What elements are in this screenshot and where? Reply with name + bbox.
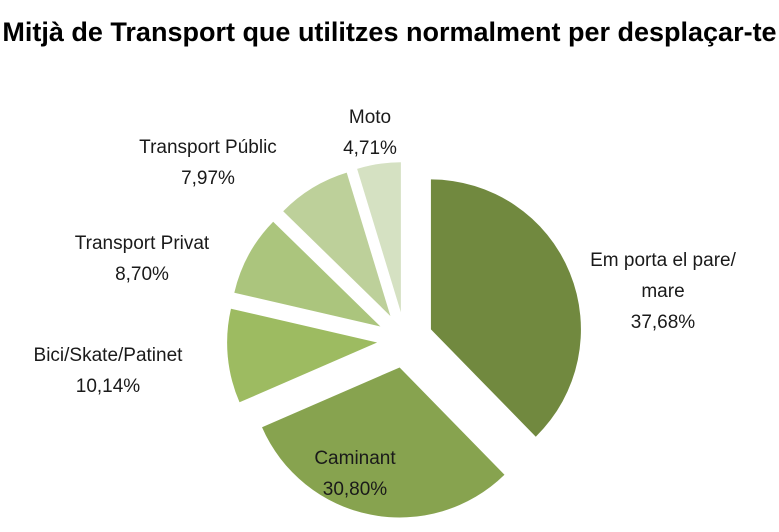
pie-slice [262, 367, 505, 518]
value-label: 8,70% [115, 264, 169, 285]
pie-slice [234, 221, 381, 327]
slice-label: Moto 4,71% [320, 102, 420, 164]
slice-label: Transport Públic 7,97% [108, 132, 308, 194]
category-label: Bici/Skate/Patinet [33, 345, 183, 366]
pie-slice [227, 308, 378, 403]
pie-slice [283, 172, 391, 317]
category-label: Transport Públic [139, 137, 277, 158]
category-label: Moto [348, 107, 392, 128]
chart-title: Mitjà de Transport que utilitzes normalm… [2, 17, 777, 47]
slice-label: Bici/Skate/Patinet 10,14% [0, 340, 218, 402]
pie-slice [357, 162, 401, 313]
value-label: 4,71% [343, 138, 397, 159]
category-label: Caminant [314, 448, 396, 469]
value-label: 10,14% [75, 376, 141, 397]
slice-label: Caminant 30,80% [275, 443, 435, 505]
category-label: Transport Privat [74, 233, 210, 254]
value-label: 37,68% [630, 312, 696, 333]
category-label: Em porta el pare/ mare [590, 250, 736, 302]
pie-slice [430, 179, 581, 437]
slice-label: Transport Privat 8,70% [42, 228, 242, 290]
value-label: 30,80% [322, 479, 388, 500]
slice-label: Em porta el pare/ mare 37,68% [573, 245, 753, 338]
value-label: 7,97% [181, 168, 235, 189]
